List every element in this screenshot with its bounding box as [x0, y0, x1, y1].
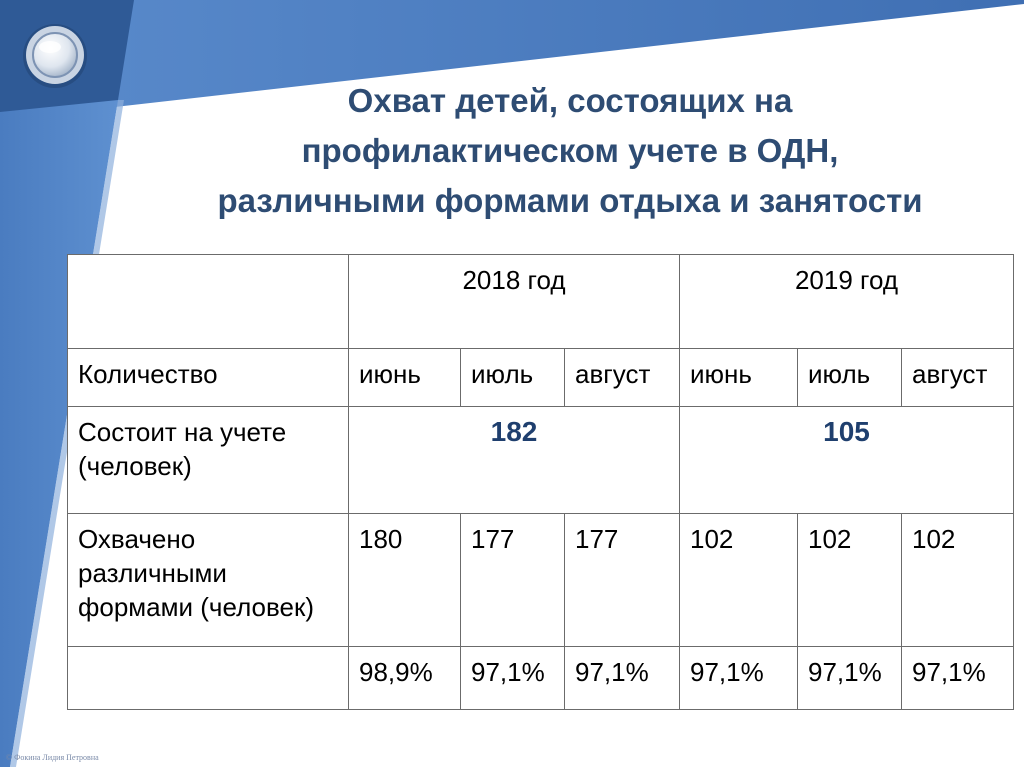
covered-value: 180 — [348, 513, 461, 647]
month-header: август — [901, 348, 1014, 407]
percent-value: 97,1% — [679, 646, 798, 710]
covered-value: 102 — [901, 513, 1014, 647]
percent-value: 97,1% — [797, 646, 902, 710]
row-label-percent — [67, 646, 349, 710]
empty-corner-cell — [67, 254, 349, 349]
year-header-2018: 2018 год — [348, 254, 680, 349]
covered-value: 102 — [679, 513, 798, 647]
covered-value: 177 — [564, 513, 680, 647]
month-header: август — [564, 348, 680, 407]
percent-value: 98,9% — [348, 646, 461, 710]
row-label-quantity: Количество — [67, 348, 349, 407]
percent-value: 97,1% — [460, 646, 565, 710]
month-header: июнь — [679, 348, 798, 407]
coverage-table: 2018 год 2019 год Количество июнь июль а… — [67, 254, 1014, 710]
title-line-3: различными формами отдыха и занятости — [217, 182, 923, 219]
percent-value: 97,1% — [901, 646, 1014, 710]
round-glossy-button-icon — [23, 24, 87, 88]
registered-value-2018: 182 — [348, 406, 680, 514]
month-header: июль — [460, 348, 565, 407]
registered-value-2019: 105 — [679, 406, 1014, 514]
covered-value: 177 — [460, 513, 565, 647]
table-row-registered: Состоит на учете (человек) 182 105 — [67, 406, 1014, 514]
month-header: июль — [797, 348, 902, 407]
row-label-registered: Состоит на учете (человек) — [67, 406, 349, 514]
table-row-months: Количество июнь июль август июнь июль ав… — [67, 348, 1014, 407]
percent-value: 97,1% — [564, 646, 680, 710]
row-label-covered: Охвачено различными формами (человек) — [67, 513, 349, 647]
year-header-2019: 2019 год — [679, 254, 1014, 349]
title-line-2: профилактическом учете в ОДН, — [301, 132, 839, 169]
slide-title: Охват детей, состоящих на профилактическ… — [130, 76, 1010, 226]
title-line-1: Охват детей, состоящих на — [347, 82, 793, 119]
month-header: июнь — [348, 348, 461, 407]
covered-value: 102 — [797, 513, 902, 647]
table-row-percent: 98,9% 97,1% 97,1% 97,1% 97,1% 97,1% — [67, 646, 1014, 710]
table-row-covered: Охвачено различными формами (человек) 18… — [67, 513, 1014, 647]
table-row-years: 2018 год 2019 год — [67, 254, 1014, 349]
copyright-footer: © Фокина Лидия Петровна — [6, 753, 99, 762]
